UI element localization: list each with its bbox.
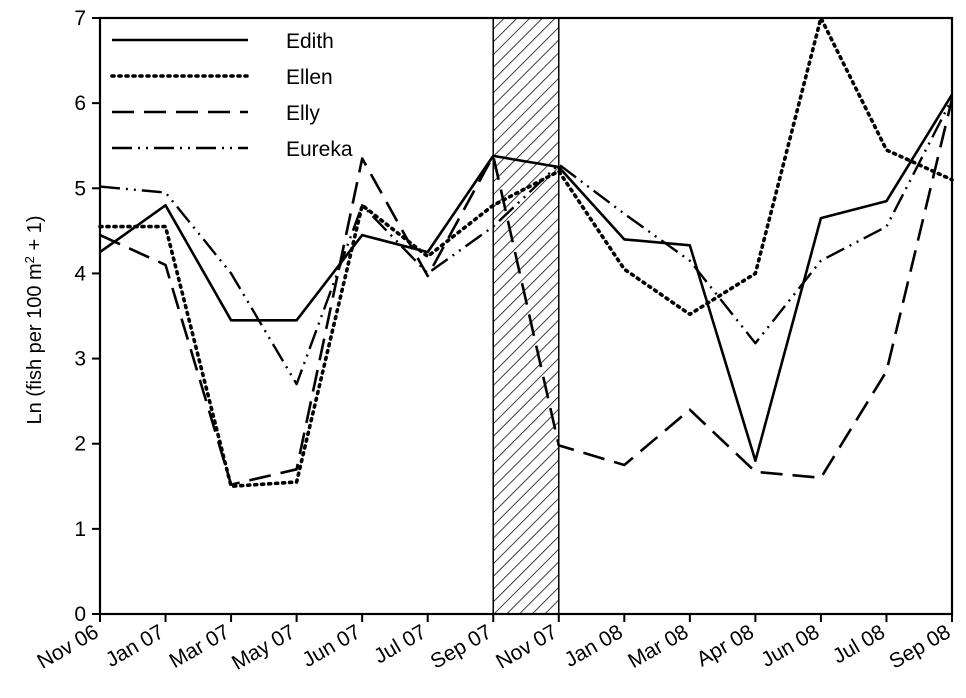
shaded-region <box>492 17 560 615</box>
y-axis-title: Ln (fish per 100 m2 + 1) <box>22 215 47 424</box>
x-tick-label: Sep 07 <box>427 620 496 673</box>
x-tick-label: Jul 08 <box>829 620 889 668</box>
x-tick-label: Mar 08 <box>624 620 692 673</box>
legend-label-edith: Edith <box>286 30 334 53</box>
legend-label-ellen: Ellen <box>286 66 333 89</box>
x-tick-label: Jan 07 <box>102 620 168 671</box>
y-tick-label: 1 <box>74 518 86 541</box>
y-tick-label: 6 <box>74 92 86 115</box>
y-tick-label: 0 <box>74 603 86 626</box>
y-axis-title-sup: 2 <box>22 256 37 263</box>
series-line-ellen <box>98 16 954 489</box>
x-tick-label: Jun 07 <box>299 620 365 671</box>
x-tick-label: Sep 08 <box>885 620 954 673</box>
y-axis-title-tail: + 1) <box>24 215 46 256</box>
x-tick-label: Jul 07 <box>370 620 430 668</box>
y-tick-label: 5 <box>74 177 86 200</box>
x-tick-label: Jan 08 <box>561 620 627 671</box>
y-tick-label: 3 <box>74 348 86 371</box>
x-tick-label: Mar 07 <box>165 620 233 673</box>
y-tick-label: 4 <box>74 262 86 285</box>
y-axis-title-main: Ln (fish per 100 m <box>24 263 46 424</box>
legend-label-eureka: Eureka <box>286 138 353 161</box>
x-tick-label: Jun 08 <box>757 620 823 671</box>
x-tick-label: Nov 07 <box>492 620 561 673</box>
x-tick-label: Nov 06 <box>33 620 102 673</box>
y-tick-label: 7 <box>74 7 86 30</box>
series-line-elly <box>99 98 954 486</box>
x-tick-label: Apr 08 <box>693 620 758 671</box>
x-tick-label: May 07 <box>228 620 299 674</box>
y-tick-label: 2 <box>74 433 86 456</box>
legend-label-elly: Elly <box>286 102 320 125</box>
plot-frame <box>98 16 954 616</box>
series-line-edith <box>99 93 954 463</box>
series-line-eureka <box>99 98 954 386</box>
